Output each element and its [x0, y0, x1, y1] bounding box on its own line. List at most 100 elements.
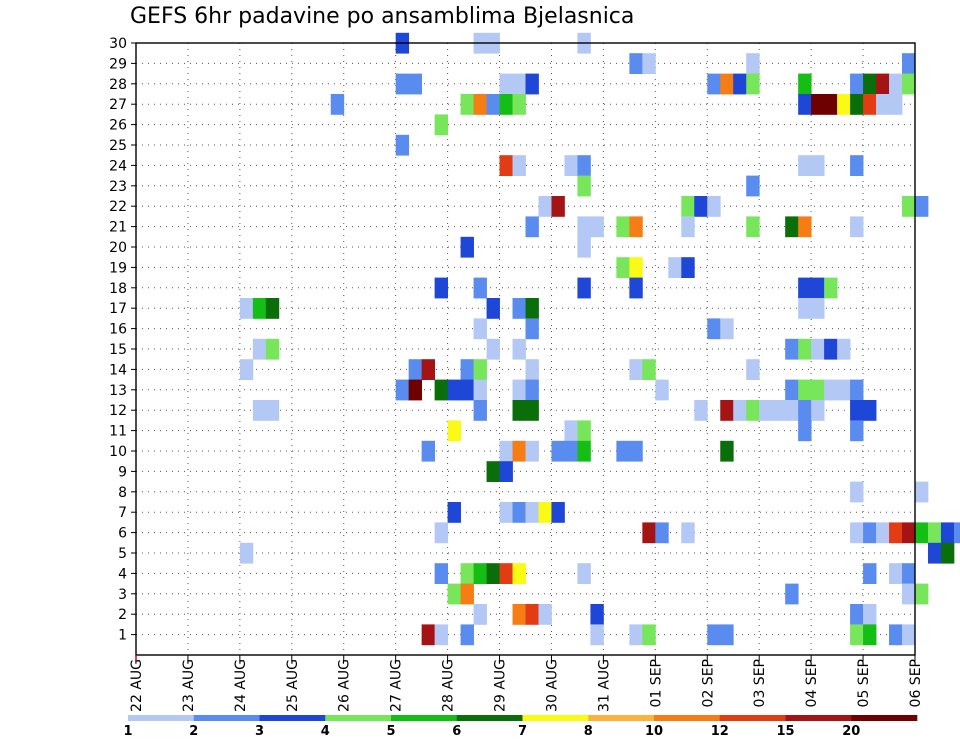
- heatmap-cell: [395, 73, 410, 95]
- heatmap-cell: [525, 73, 539, 95]
- heatmap-cell: [824, 338, 838, 360]
- heatmap-cell: [655, 379, 669, 401]
- y-tick-label: 6: [118, 526, 127, 542]
- heatmap-cell: [733, 400, 747, 421]
- heatmap-cell: [629, 257, 643, 278]
- y-tick-label: 27: [109, 97, 127, 113]
- heatmap-cell: [837, 94, 851, 115]
- heatmap-cell: [265, 298, 280, 319]
- x-tick-label: 06 SEP: [908, 659, 924, 707]
- heatmap-cell: [927, 522, 942, 544]
- heatmap-cell: [538, 502, 552, 523]
- heatmap-cell: [525, 318, 539, 340]
- x-tick-label: 26 AUG: [337, 659, 353, 712]
- heatmap-cell: [252, 338, 267, 360]
- x-tick-label: 03 SEP: [752, 659, 768, 707]
- heatmap-cell: [850, 216, 864, 238]
- y-tick-label: 8: [118, 485, 127, 501]
- heatmap-cell: [512, 400, 526, 421]
- heatmap-cell: [811, 400, 825, 421]
- heatmap-cell: [940, 542, 955, 564]
- heatmap-cell: [577, 420, 591, 442]
- heatmap-cell: [785, 338, 799, 360]
- heatmap-cell: [460, 236, 474, 258]
- heatmap-cell: [785, 216, 799, 238]
- legend-swatch: [193, 715, 260, 721]
- heatmap-cell: [551, 502, 565, 523]
- heatmap-cell: [499, 502, 513, 523]
- heatmap-cell: [902, 522, 916, 544]
- x-tick-label: 22 AUG: [129, 659, 145, 712]
- x-tick-label: 24 AUG: [233, 659, 249, 712]
- heatmap-cell: [798, 338, 812, 360]
- heatmap-cell: [785, 379, 799, 401]
- heatmap-cell: [447, 379, 461, 401]
- y-tick-label: 30: [109, 36, 127, 52]
- y-tick-label: 1: [118, 628, 127, 644]
- legend-swatch: [785, 715, 852, 721]
- heatmap-cell: [460, 583, 474, 605]
- heatmap-cell: [850, 420, 864, 442]
- heatmap-cell: [525, 379, 539, 401]
- heatmap-cell: [525, 216, 539, 238]
- heatmap-cell: [421, 359, 436, 380]
- heatmap-cell: [564, 420, 578, 442]
- heatmap-cell: [720, 440, 734, 462]
- heatmap-cell: [512, 94, 526, 115]
- heatmap-cell: [421, 440, 436, 462]
- y-tick-label: 19: [109, 260, 127, 276]
- legend-label: 15: [776, 724, 794, 739]
- heatmap-cell: [473, 400, 487, 421]
- heatmap-cell: [395, 379, 410, 401]
- heatmap-cell: [681, 257, 695, 278]
- y-tick-label: 24: [109, 158, 127, 174]
- y-tick-label: 20: [109, 240, 127, 256]
- heatmap-cell: [252, 298, 267, 319]
- heatmap-cell: [681, 216, 695, 238]
- heatmap-cell: [876, 522, 890, 544]
- heatmap-cell: [889, 563, 903, 584]
- heatmap-cell: [876, 94, 890, 115]
- heatmap-cell: [798, 298, 812, 319]
- legend-swatch: [588, 715, 655, 721]
- heatmap-cell: [681, 196, 695, 217]
- heatmap-cell: [629, 440, 643, 462]
- legend-label: 8: [584, 724, 593, 739]
- legend-swatch: [456, 715, 523, 721]
- heatmap-cell: [460, 359, 474, 380]
- heatmap-cell: [421, 624, 436, 646]
- heatmap-cell: [616, 216, 630, 238]
- heatmap-cell: [902, 73, 916, 95]
- heatmap-cell: [434, 624, 448, 646]
- heatmap-cell: [720, 400, 734, 421]
- heatmap-cell: [239, 542, 254, 564]
- heatmap-cell: [824, 379, 838, 401]
- heatmap-cell: [499, 73, 513, 95]
- heatmap-cell: [577, 277, 591, 299]
- heatmap-cell: [642, 359, 656, 380]
- heatmap-cell: [746, 216, 760, 238]
- heatmap-cell: [512, 298, 526, 319]
- legend-label: 3: [255, 724, 264, 739]
- heatmap-cell: [915, 583, 929, 605]
- heatmap-cell: [876, 73, 890, 95]
- legend-swatch: [259, 715, 326, 721]
- heatmap-cell: [486, 563, 500, 584]
- heatmap-cell: [707, 73, 721, 95]
- heatmap-cell: [850, 624, 864, 646]
- heatmap-cell: [525, 298, 539, 319]
- heatmap-cell: [590, 216, 604, 238]
- heatmap-cell: [512, 563, 526, 584]
- legend-label: 2: [189, 724, 198, 739]
- heatmap-cell: [811, 277, 825, 299]
- x-tick-label: 01 SEP: [648, 659, 664, 707]
- heatmap-cell: [746, 400, 760, 421]
- heatmap-cell: [746, 73, 760, 95]
- heatmap-cell: [434, 114, 448, 136]
- heatmap-cell: [785, 400, 799, 421]
- heatmap-cell: [629, 53, 643, 74]
- legend-swatch: [128, 715, 195, 721]
- heatmap-cell: [434, 277, 448, 299]
- heatmap-cell: [902, 563, 916, 584]
- y-tick-label: 14: [109, 362, 127, 378]
